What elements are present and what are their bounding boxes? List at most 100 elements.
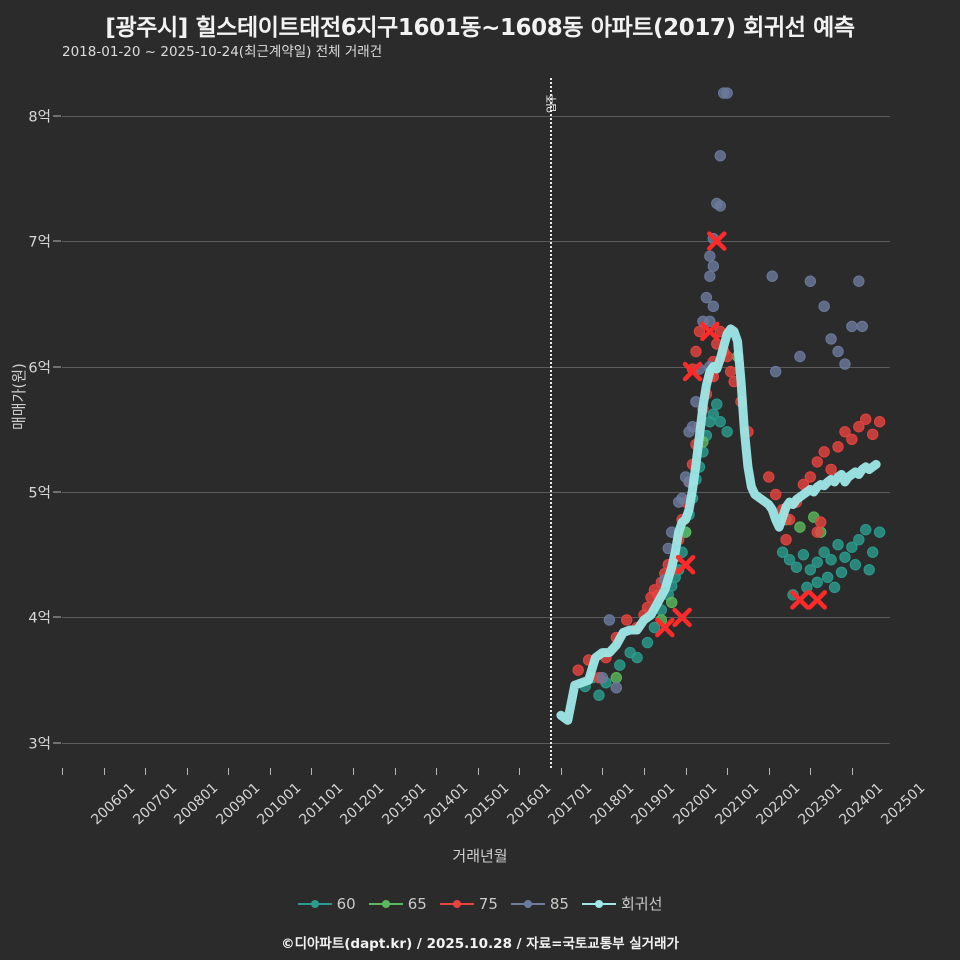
data-point (704, 270, 716, 282)
x-axis-tick-label: 201801 (587, 780, 638, 829)
x-axis-tick-mark (519, 768, 521, 775)
data-point (714, 200, 726, 212)
data-point (839, 551, 851, 563)
x-axis-tick-label: 202001 (670, 780, 721, 829)
data-point (846, 433, 858, 446)
data-point (863, 564, 875, 576)
data-point (648, 621, 661, 634)
legend: 60 65 75 85 회귀선 (0, 893, 960, 914)
legend-item-60[interactable]: 60 (297, 894, 356, 913)
x-axis-tick-mark (311, 768, 313, 775)
legend-item-회귀선[interactable]: 회귀선 (581, 893, 663, 914)
x-axis-tick-label: 201601 (504, 780, 555, 829)
data-point (825, 554, 837, 566)
data-point (766, 270, 778, 282)
x-axis-tick-mark (644, 768, 646, 775)
data-point (783, 554, 796, 566)
x-axis-tick-mark (851, 768, 853, 775)
regression-line (556, 324, 881, 725)
data-point (596, 671, 609, 684)
data-point (839, 358, 851, 370)
legend-label: 75 (478, 894, 498, 913)
data-point (853, 421, 865, 433)
x-axis-tick-mark (62, 768, 63, 775)
x-axis-tick-label: 200701 (129, 780, 180, 829)
data-point (707, 300, 720, 313)
plot-area: 3억 4억 5억 6억 7억 8억 200601 200701 200801 200901 201… (28, 78, 928, 828)
x-axis-tick-mark (768, 768, 770, 775)
data-point (804, 275, 817, 287)
data-point (621, 614, 633, 626)
x-axis-tick-mark (228, 768, 230, 775)
marked-point-x-icon (707, 231, 727, 251)
data-point (873, 526, 886, 538)
data-point (614, 659, 626, 671)
y-axis-tick-mark (53, 491, 61, 493)
legend-marker-icon (368, 897, 403, 911)
data-point (873, 416, 886, 428)
data-point (769, 365, 782, 378)
legend-label: 회귀선 (620, 895, 663, 913)
page-subtitle: 2018-01-20 ~ 2025-10-24(최근계약일) 전체 거래건 (62, 44, 383, 60)
data-point (866, 546, 879, 558)
data-point (839, 426, 851, 438)
data-point (641, 636, 654, 649)
legend-item-85[interactable]: 85 (510, 894, 569, 913)
x-axis-tick-mark (560, 768, 562, 775)
data-point (866, 428, 879, 440)
data-point (853, 275, 865, 287)
data-point (818, 300, 830, 313)
y-axis-tick-mark (53, 115, 61, 117)
data-point (704, 250, 716, 262)
marked-point-x-icon (807, 590, 827, 610)
marked-point-x-icon (790, 590, 810, 610)
x-axis-tick-label: 202101 (711, 780, 762, 829)
marked-point-x-icon (700, 321, 720, 342)
data-point (832, 538, 844, 551)
x-axis-tick-label: 200801 (171, 780, 222, 829)
marked-points (655, 231, 827, 638)
x-axis-tick-label: 201701 (545, 780, 596, 829)
x-axis-tick-label: 200901 (213, 780, 264, 829)
move-in-vertical-line: 입주 (545, 78, 558, 768)
y-axis-tick-label: 5억 (28, 485, 51, 502)
x-axis-tick-label: 202301 (795, 780, 846, 829)
x-axis-tick-label: 201501 (462, 780, 513, 829)
scatter-series-85 (596, 87, 868, 694)
data-point (856, 320, 868, 333)
x-axis-tick-label: 201001 (254, 780, 305, 829)
data-point (835, 566, 848, 578)
data-point (603, 614, 616, 626)
x-axis-tick-label: 200601 (88, 780, 139, 829)
data-point (776, 546, 789, 558)
x-axis-tick-label: 201401 (420, 780, 471, 829)
data-point (780, 533, 792, 546)
data-point (690, 345, 702, 358)
gridline (62, 366, 890, 368)
data-point (714, 416, 726, 428)
y-axis-tick-label: 3억 (28, 736, 51, 753)
legend-item-75[interactable]: 75 (439, 894, 498, 913)
data-point (853, 533, 865, 546)
data-point (700, 291, 713, 304)
data-point (811, 456, 823, 468)
data-point (572, 664, 584, 676)
data-point (721, 426, 733, 438)
legend-item-65[interactable]: 65 (368, 895, 427, 913)
data-point (804, 471, 817, 483)
data-point (828, 581, 841, 594)
data-point (818, 446, 830, 458)
y-axis-label: 매매가(원) (10, 363, 28, 430)
legend-label: 60 (336, 894, 356, 913)
y-axis-tick-mark (53, 366, 61, 368)
data-point (666, 596, 678, 609)
legend-label: 85 (549, 894, 569, 913)
x-axis-tick-mark (477, 768, 479, 775)
y-axis-tick-label: 4억 (28, 610, 51, 627)
x-axis-tick-label: 201301 (379, 780, 430, 829)
data-point (707, 260, 720, 272)
gridline (62, 492, 890, 493)
x-axis-tick-mark (810, 768, 812, 775)
data-point (790, 561, 803, 573)
x-axis-tick-mark (436, 768, 438, 775)
